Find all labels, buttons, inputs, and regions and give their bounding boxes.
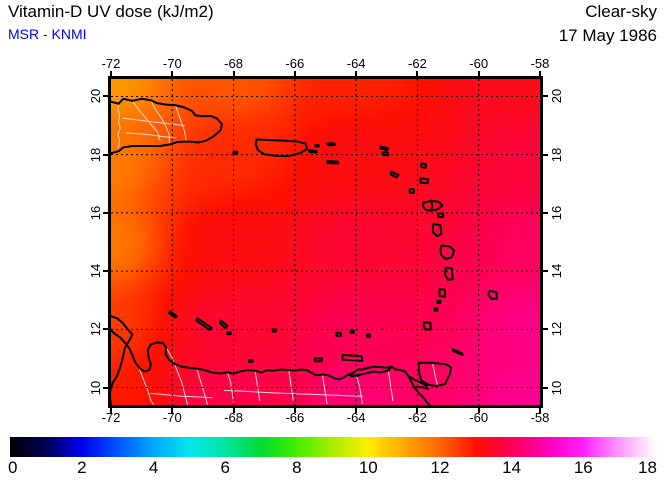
colorbar-tick-label: 2 xyxy=(77,458,87,477)
colorbar-tick-label: 12 xyxy=(430,458,450,477)
colorbar-tick-label: 10 xyxy=(358,458,378,477)
x-axis-tick-label-top: -60 xyxy=(469,56,489,71)
colorbar-tick-label: 18 xyxy=(638,458,657,477)
x-axis-tick-mark xyxy=(416,408,419,413)
x-axis-tick-label-bottom: -60 xyxy=(469,410,489,425)
x-axis-tick-label-top: -66 xyxy=(285,56,305,71)
colorbar-tick-label: 16 xyxy=(573,458,593,477)
x-axis-tick-mark xyxy=(539,71,541,76)
x-axis-tick-mark xyxy=(110,408,112,413)
y-axis-tick-label-right: 14 xyxy=(549,263,564,279)
x-axis-tick-label-top: -68 xyxy=(224,56,243,71)
y-axis-tick-mark xyxy=(103,153,108,156)
colorbar-tick-label: 0 xyxy=(8,458,18,477)
y-axis-tick-mark xyxy=(103,211,108,214)
x-axis-tick-mark xyxy=(293,408,296,413)
gridline-overlay xyxy=(111,79,540,405)
x-axis-tick-label-top: -58 xyxy=(530,56,550,71)
y-axis-tick-mark xyxy=(543,270,548,273)
y-axis-tick-mark xyxy=(543,95,548,98)
x-axis-tick-mark xyxy=(355,71,358,76)
y-axis-tick-label-left: 14 xyxy=(88,263,103,279)
y-axis-tick-label-right: 20 xyxy=(549,89,564,104)
y-axis-tick-label-right: 18 xyxy=(549,147,564,162)
uv-dose-heatmap xyxy=(111,79,540,405)
x-axis-tick-label-bottom: -62 xyxy=(408,410,427,425)
x-axis-tick-mark xyxy=(477,71,480,76)
x-axis-tick-label-bottom: -64 xyxy=(346,410,366,425)
colorbar xyxy=(10,437,655,457)
chart-header: Vitamin-D UV dose (kJ/m2) MSR - KNMI Cle… xyxy=(0,0,665,52)
x-axis-tick-mark xyxy=(110,71,112,76)
x-axis-tick-label-top: -64 xyxy=(346,56,366,71)
x-axis-tick-label-bottom: -70 xyxy=(162,410,182,425)
y-axis-tick-mark xyxy=(103,270,108,273)
x-axis-tick-mark xyxy=(416,71,419,76)
y-axis-tick-mark xyxy=(543,211,548,214)
x-axis-tick-label-bottom: -66 xyxy=(285,410,305,425)
colorbar-tick-label: 14 xyxy=(502,458,522,477)
page-title: Vitamin-D UV dose (kJ/m2) xyxy=(8,2,214,21)
y-axis-tick-label-right: 16 xyxy=(549,205,564,221)
y-axis-tick-mark xyxy=(103,386,108,389)
x-axis-tick-mark xyxy=(539,408,541,413)
y-axis-tick-mark xyxy=(543,386,548,389)
colorbar-tick-label: 8 xyxy=(292,458,302,477)
date-label: 17 May 1986 xyxy=(558,26,657,45)
y-axis-tick-label-right: 12 xyxy=(549,322,564,337)
coastline-overlay xyxy=(111,97,499,405)
y-axis-tick-mark xyxy=(103,95,108,98)
colorbar-tick-label: 4 xyxy=(148,458,159,477)
colorbar-tick-labels: 0 2 4 6 8 10 12 14 16 18 xyxy=(0,458,665,480)
y-axis-tick-mark xyxy=(543,328,548,331)
y-axis-tick-label-right: 10 xyxy=(549,380,564,395)
colorbar-tick-label: 6 xyxy=(220,458,230,477)
x-axis-tick-label-bottom: -72 xyxy=(101,410,121,425)
y-axis-tick-mark xyxy=(103,328,108,331)
x-axis-tick-mark xyxy=(355,408,358,413)
x-axis-tick-mark xyxy=(232,71,235,76)
x-axis-tick-label-bottom: -68 xyxy=(224,410,243,425)
x-axis-tick-label-top: -62 xyxy=(408,56,427,71)
sky-condition-label: Clear-sky xyxy=(585,2,657,21)
y-axis-tick-label-left: 18 xyxy=(88,147,103,162)
x-axis-tick-label-top: -72 xyxy=(101,56,121,71)
x-axis-tick-mark xyxy=(171,71,174,76)
x-axis-tick-label-bottom: -58 xyxy=(530,410,550,425)
source-label: MSR - KNMI xyxy=(8,26,87,42)
colorbar-gradient xyxy=(10,437,655,457)
y-axis-tick-label-left: 12 xyxy=(88,322,103,337)
x-axis-tick-mark xyxy=(232,408,235,413)
x-axis-tick-label-top: -70 xyxy=(162,56,182,71)
y-axis-tick-label-left: 10 xyxy=(88,380,103,395)
x-axis-tick-mark xyxy=(477,408,480,413)
x-axis-tick-mark xyxy=(293,71,296,76)
x-axis-tick-mark xyxy=(171,408,174,413)
y-axis-tick-mark xyxy=(543,153,548,156)
y-axis-tick-label-left: 16 xyxy=(88,205,103,221)
map-plot-area xyxy=(108,76,543,408)
y-axis-tick-label-left: 20 xyxy=(88,89,103,104)
